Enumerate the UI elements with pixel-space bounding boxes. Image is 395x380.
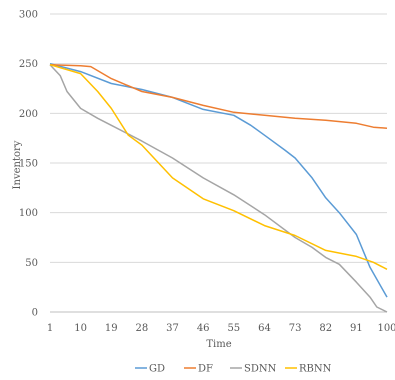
x-tick-label: 64 bbox=[258, 323, 271, 334]
x-tick-label: 82 bbox=[319, 323, 332, 334]
series-line-df bbox=[49, 63, 388, 129]
series-line-rbnn bbox=[49, 63, 388, 270]
legend: GD DF SDNN RBNN bbox=[135, 364, 332, 375]
x-tick-label: 73 bbox=[289, 323, 302, 334]
y-tick-label: 200 bbox=[19, 109, 38, 120]
gridlines bbox=[50, 13, 387, 313]
y-tick-label: 250 bbox=[19, 59, 38, 70]
x-tick-label: 37 bbox=[166, 323, 179, 334]
x-tick-label: 28 bbox=[136, 323, 149, 334]
y-tick-label: 0 bbox=[32, 308, 38, 319]
legend-label-rbnn: RBNN bbox=[299, 364, 332, 375]
legend-label-gd: GD bbox=[149, 364, 165, 375]
legend-label-sdnn: SDNN bbox=[244, 364, 277, 375]
x-tick-label: 100 bbox=[377, 323, 395, 334]
y-tick-label: 150 bbox=[19, 159, 38, 170]
x-tick-label: 55 bbox=[227, 323, 240, 334]
y-tick-label: 50 bbox=[25, 258, 38, 269]
legend-label-df: DF bbox=[198, 364, 213, 375]
x-tick-label: 19 bbox=[105, 323, 118, 334]
x-axis-label: Time bbox=[206, 339, 231, 350]
x-tick-label: 1 bbox=[47, 323, 53, 334]
series-line-sdnn bbox=[49, 64, 388, 313]
y-tick-labels: 0 50 100 150 200 250 300 bbox=[19, 10, 38, 319]
x-tick-label: 10 bbox=[74, 323, 87, 334]
series-lines bbox=[49, 62, 388, 313]
x-tick-label: 46 bbox=[197, 323, 210, 334]
x-tick-labels: 1 10 19 28 37 46 55 64 73 82 91 100 bbox=[47, 323, 395, 334]
y-tick-label: 100 bbox=[19, 208, 38, 219]
y-axis-label: Inventory bbox=[12, 140, 23, 189]
y-tick-label: 300 bbox=[19, 10, 38, 21]
x-tick-label: 91 bbox=[350, 323, 363, 334]
